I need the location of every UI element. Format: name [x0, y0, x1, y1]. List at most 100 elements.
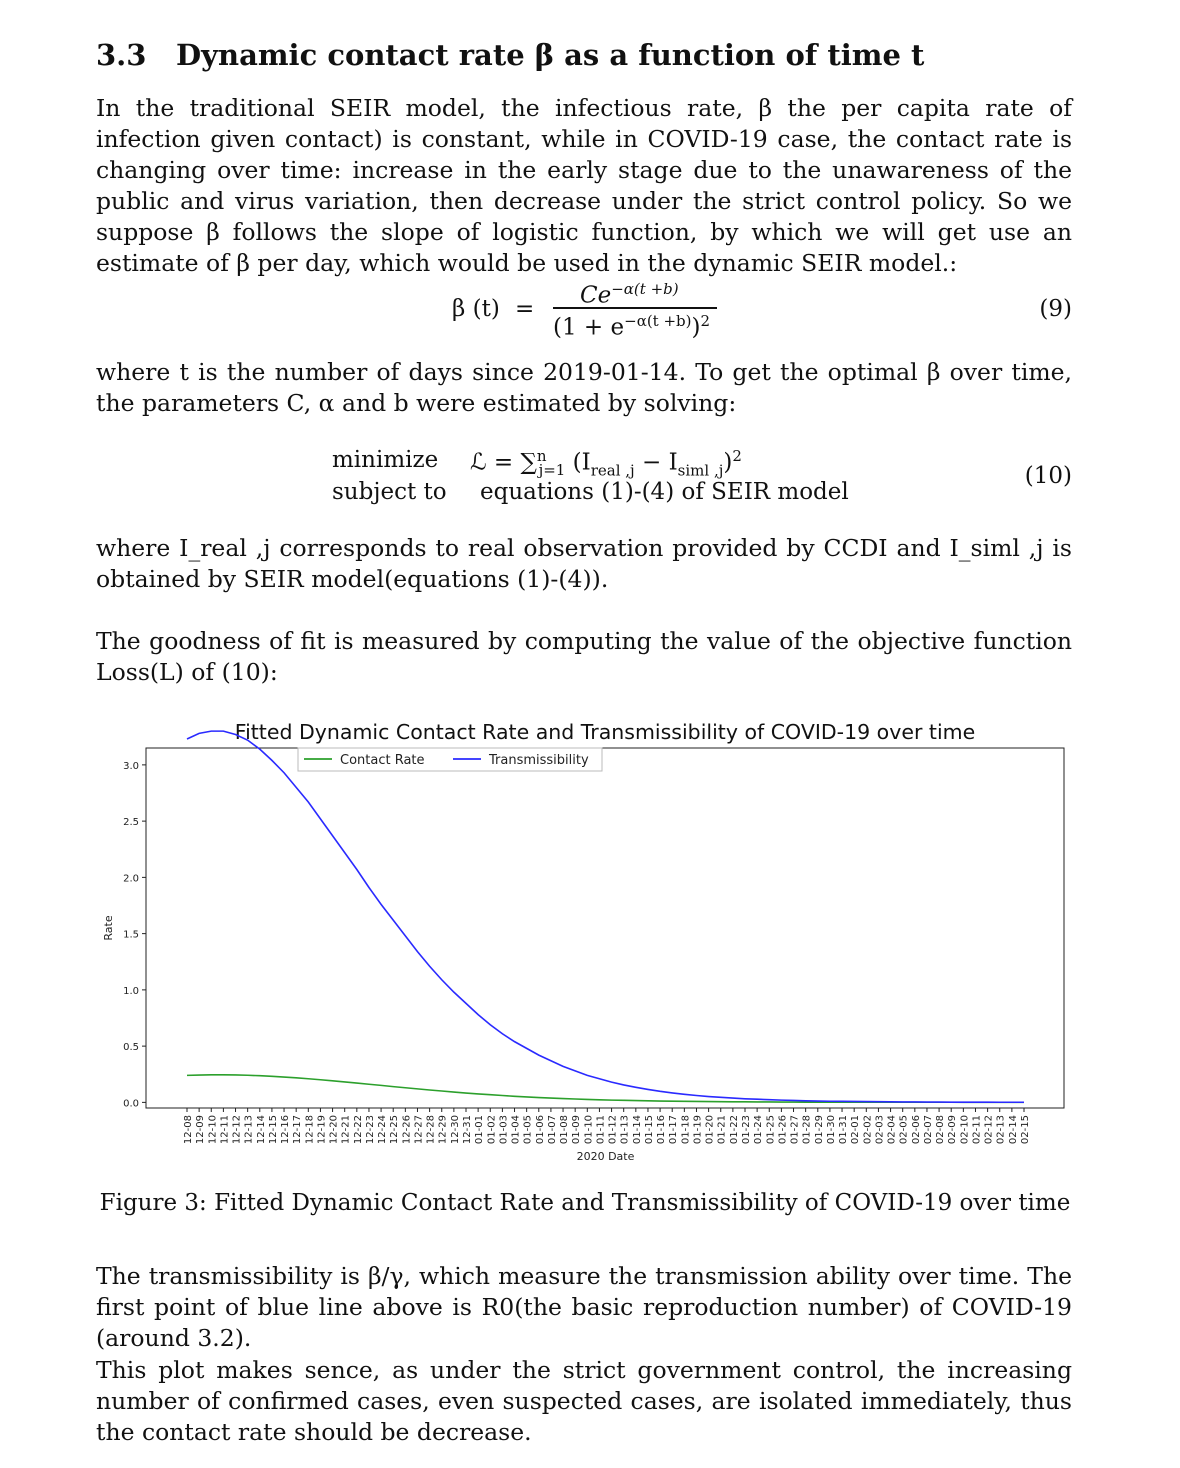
x-tick-label: 01-18 — [680, 1115, 691, 1144]
eq10-objective: ℒ = ∑nj=1 (Ireal ,j − Isiml ,j)2 — [470, 447, 742, 480]
paragraph-transmissibility: The transmissibility is β/γ, which measu… — [96, 1262, 1072, 1352]
x-tick-label: 12-15 — [268, 1115, 279, 1144]
x-tick-label: 02-04 — [887, 1115, 898, 1144]
eq9-lhs: β (t) — [452, 296, 500, 322]
x-tick-label: 01-28 — [802, 1115, 813, 1144]
x-tick-label: 12-10 — [207, 1115, 218, 1144]
x-tick-label: 12-18 — [304, 1115, 315, 1144]
x-tick-label: 01-11 — [595, 1115, 606, 1144]
x-tick-label: 01-26 — [777, 1115, 788, 1144]
x-tick-label: 12-25 — [389, 1115, 400, 1144]
eq9-equals: = — [515, 296, 535, 322]
y-tick-label: 1.5 — [123, 930, 139, 941]
paragraph-goodness: The goodness of fit is measured by compu… — [96, 627, 1072, 686]
x-tick-label: 01-24 — [753, 1115, 764, 1144]
eq9-fraction-bar — [553, 307, 717, 309]
x-tick-label: 01-09 — [571, 1115, 582, 1144]
x-axis-label: 2020 Date — [577, 1150, 635, 1163]
series-line-contact-rate — [186, 1074, 1024, 1104]
eq10-number: (10) — [1024, 463, 1072, 489]
x-tick-label: 12-11 — [219, 1115, 230, 1144]
x-tick-label: 02-11 — [971, 1115, 982, 1144]
x-tick-label: 02-05 — [899, 1115, 910, 1144]
section-number: 3.3 — [96, 38, 147, 72]
x-tick-label: 01-31 — [838, 1115, 849, 1144]
x-tick-label: 12-08 — [183, 1115, 194, 1144]
x-tick-label: 01-06 — [535, 1115, 546, 1144]
x-tick-label: 12-30 — [450, 1115, 461, 1144]
x-tick-label: 01-03 — [498, 1115, 509, 1144]
x-tick-label: 12-29 — [438, 1115, 449, 1144]
y-tick-label: 0.0 — [123, 1098, 139, 1109]
y-tick-label: 3.0 — [123, 761, 139, 772]
x-tick-label: 01-10 — [583, 1115, 594, 1144]
x-tick-label: 01-30 — [826, 1115, 837, 1144]
y-tick-label: 2.5 — [123, 817, 139, 828]
x-tick-label: 01-01 — [474, 1115, 485, 1144]
x-tick-label: 02-07 — [923, 1115, 934, 1144]
y-tick-label: 0.5 — [123, 1042, 139, 1053]
legend-label-transmissibility: Transmissibility — [488, 753, 589, 768]
x-tick-label: 02-12 — [984, 1115, 995, 1144]
x-tick-label: 01-22 — [729, 1115, 740, 1144]
x-tick-label: 12-22 — [353, 1115, 364, 1144]
x-tick-label: 01-21 — [717, 1115, 728, 1144]
x-tick-label: 01-05 — [523, 1115, 534, 1144]
section-title: Dynamic contact rate β as a function of … — [176, 38, 925, 72]
y-tick-label: 1.0 — [123, 986, 139, 997]
x-tick-label: 12-13 — [244, 1115, 255, 1144]
x-tick-label: 01-08 — [559, 1115, 570, 1144]
x-tick-label: 02-02 — [862, 1115, 873, 1144]
x-tick-label: 12-21 — [341, 1115, 352, 1144]
x-tick-label: 12-24 — [377, 1115, 388, 1144]
x-tick-label: 12-12 — [232, 1115, 243, 1144]
x-tick-label: 02-06 — [911, 1115, 922, 1144]
x-tick-label: 02-03 — [874, 1115, 885, 1144]
x-tick-label: 01-04 — [511, 1115, 522, 1144]
x-tick-label: 01-15 — [644, 1115, 655, 1144]
paragraph-params: where t is the number of days since 2019… — [96, 358, 1072, 417]
x-tick-label: 12-17 — [292, 1115, 303, 1144]
x-tick-label: 01-29 — [814, 1115, 825, 1144]
x-tick-label: 01-07 — [547, 1115, 558, 1144]
x-tick-label: 01-12 — [608, 1115, 619, 1144]
x-tick-label: 02-14 — [1008, 1115, 1019, 1144]
x-tick-label: 12-09 — [195, 1115, 206, 1144]
series-line-transmissibility — [186, 730, 1024, 1104]
x-tick-label: 01-19 — [692, 1115, 703, 1144]
plot-frame — [145, 747, 1065, 1109]
x-tick-label: 01-23 — [741, 1115, 752, 1144]
x-tick-label: 12-14 — [256, 1115, 267, 1144]
x-tick-label: 02-10 — [959, 1115, 970, 1144]
figure-caption: Figure 3: Fitted Dynamic Contact Rate an… — [99, 1190, 1071, 1216]
x-tick-label: 01-20 — [705, 1115, 716, 1144]
legend-label-contact-rate: Contact Rate — [340, 753, 425, 768]
x-tick-label: 12-31 — [462, 1115, 473, 1144]
x-tick-label: 01-13 — [620, 1115, 631, 1144]
paragraph-conclusion: This plot makes sence, as under the stri… — [96, 1356, 1072, 1446]
x-tick-label: 02-09 — [947, 1115, 958, 1144]
x-tick-label: 01-02 — [486, 1115, 497, 1144]
x-tick-label: 12-23 — [365, 1115, 376, 1144]
x-tick-label: 01-27 — [790, 1115, 801, 1144]
paragraph-intro: In the traditional SEIR model, the infec… — [96, 94, 1072, 277]
x-tick-label: 12-19 — [316, 1115, 327, 1144]
eq10-constraint: equations (1)-(4) of SEIR model — [480, 479, 849, 505]
x-tick-label: 01-17 — [668, 1115, 679, 1144]
x-tick-label: 12-20 — [329, 1115, 340, 1144]
eq9-number: (9) — [1039, 296, 1072, 322]
x-tick-label: 12-16 — [280, 1115, 291, 1144]
x-tick-label: 12-27 — [413, 1115, 424, 1144]
x-tick-label: 02-15 — [1020, 1115, 1031, 1144]
paragraph-real-siml: where I_real ,j corresponds to real obse… — [96, 534, 1072, 593]
x-tick-label: 02-08 — [935, 1115, 946, 1144]
eq10-minimize: minimize — [332, 447, 439, 473]
chart: 0.0 0.5 1.0 1.5 2.0 2.5 3.0 Rate 12-08 12-09 12-10… — [102, 730, 1065, 1163]
y-tick-label: 2.0 — [123, 873, 139, 884]
x-tick-label: 01-16 — [656, 1115, 667, 1144]
eq10-subject-to: subject to — [332, 479, 447, 505]
eq9-numerator: Ce−α(t +b) — [580, 280, 679, 309]
x-tick-label: 02-01 — [850, 1115, 861, 1144]
y-axis-label: Rate — [102, 915, 115, 940]
x-tick-label: 01-25 — [765, 1115, 776, 1144]
